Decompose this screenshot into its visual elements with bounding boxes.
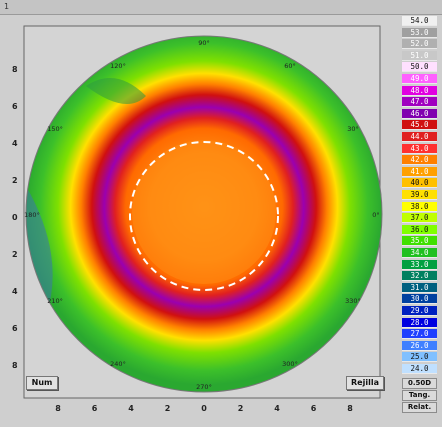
scale-cell: 50.0 bbox=[402, 62, 437, 73]
pupil-circle bbox=[129, 141, 279, 291]
scale-cell: 29.0 bbox=[402, 306, 437, 316]
scale-cell: 54.0 bbox=[402, 16, 437, 26]
scale-cell: 30.0 bbox=[402, 294, 437, 305]
scale-cell: 36.0 bbox=[402, 224, 437, 235]
x-tick-label: 4 bbox=[274, 404, 280, 413]
angle-label: 30° bbox=[347, 125, 359, 133]
angle-label: 300° bbox=[282, 360, 298, 368]
angle-label: 330° bbox=[345, 297, 361, 305]
scale-cell: 28.0 bbox=[402, 317, 437, 328]
y-tick-label: 2 bbox=[12, 250, 18, 259]
y-tick-label: 8 bbox=[12, 361, 18, 370]
x-tick-label: 8 bbox=[55, 404, 61, 413]
angle-labels: 0° 30° 60° 90° 120° 150° 180° 210° 240° 270° 300° 3… bbox=[24, 39, 380, 391]
y-tick-label: 4 bbox=[12, 287, 18, 296]
angle-label: 150° bbox=[47, 125, 63, 133]
angle-label: 180° bbox=[24, 211, 40, 219]
top-bar-marker: 1 bbox=[4, 2, 10, 11]
scale-cell: 53.0 bbox=[402, 27, 437, 38]
scale-cell: 26.0 bbox=[402, 340, 437, 351]
grid-button[interactable]: Rejilla bbox=[346, 376, 384, 390]
dark-green-region bbox=[86, 78, 146, 104]
angle-label: 210° bbox=[47, 297, 63, 305]
angle-label: 240° bbox=[110, 360, 126, 368]
scale-step: 0.50D bbox=[402, 377, 437, 389]
y-tick-label: 4 bbox=[12, 139, 18, 148]
scale-cell: 52.0 bbox=[402, 39, 437, 50]
scale-cell: 42.0 bbox=[402, 155, 437, 166]
y-tick-label: 2 bbox=[12, 176, 18, 185]
relat-button[interactable]: Relat. bbox=[402, 401, 437, 413]
scale-cell: 47.0 bbox=[402, 97, 437, 108]
x-tick-label: 4 bbox=[128, 404, 134, 413]
topography-map: 8 6 4 2 0 2 4 6 8 8 6 4 2 0 2 4 6 8 0° 30° 60° 90° 120° 150° 18… bbox=[6, 16, 402, 420]
outer-ring bbox=[25, 35, 383, 393]
x-tick-label: 2 bbox=[165, 404, 171, 413]
y-tick-label: 6 bbox=[12, 102, 18, 111]
scale-cell: 49.0 bbox=[402, 74, 437, 84]
scale-cell: 45.0 bbox=[402, 120, 437, 131]
scale-cell: 37.0 bbox=[402, 213, 437, 224]
scale-cell: 48.0 bbox=[402, 85, 437, 96]
scale-cell: 41.0 bbox=[402, 166, 437, 177]
angle-label: 90° bbox=[198, 39, 210, 47]
scale-cell: 35.0 bbox=[402, 236, 437, 247]
scale-cell: 25.0 bbox=[402, 352, 437, 363]
scale-cell: 39.0 bbox=[402, 190, 437, 200]
angle-label: 60° bbox=[284, 62, 296, 70]
scale-cell: 46.0 bbox=[402, 108, 437, 119]
center-region bbox=[132, 140, 276, 284]
scale-cell: 44.0 bbox=[402, 132, 437, 142]
scale-cell: 38.0 bbox=[402, 201, 437, 212]
y-tick-label: 0 bbox=[12, 213, 18, 222]
tick-labels: 8 6 4 2 0 2 4 6 8 8 6 4 2 0 2 4 6 8 bbox=[12, 65, 353, 413]
scale-cell: 27.0 bbox=[402, 329, 437, 340]
topography-svg: 8 6 4 2 0 2 4 6 8 8 6 4 2 0 2 4 6 8 0° 30° 60° 90° 120° 150° 18… bbox=[12, 25, 383, 413]
y-tick-label: 6 bbox=[12, 324, 18, 333]
scale-cell: 34.0 bbox=[402, 248, 437, 258]
x-tick-label: 6 bbox=[92, 404, 98, 413]
scale-cell: 32.0 bbox=[402, 271, 437, 282]
scale-cell: 33.0 bbox=[402, 259, 437, 270]
tang-button[interactable]: Tang. bbox=[402, 389, 437, 401]
scale-cell: 31.0 bbox=[402, 282, 437, 293]
y-tick-label: 8 bbox=[12, 65, 18, 74]
top-bar: 1 bbox=[0, 0, 442, 15]
angle-label: 270° bbox=[196, 383, 212, 391]
angle-label: 120° bbox=[110, 62, 126, 70]
x-tick-label: 0 bbox=[201, 404, 207, 413]
scale-cell: 24.0 bbox=[402, 364, 437, 374]
num-button[interactable]: Num bbox=[26, 376, 58, 390]
scale-cell: 43.0 bbox=[402, 143, 437, 154]
x-tick-label: 2 bbox=[238, 404, 244, 413]
color-scale: 54.0 53.0 52.0 51.0 50.0 49.0 48.0 47.0 46.0 45.0… bbox=[402, 16, 438, 425]
scale-cell: 40.0 bbox=[402, 178, 437, 189]
x-tick-label: 6 bbox=[311, 404, 317, 413]
scale-cell: 51.0 bbox=[402, 50, 437, 61]
angle-label: 0° bbox=[372, 211, 379, 219]
x-tick-label: 8 bbox=[347, 404, 353, 413]
